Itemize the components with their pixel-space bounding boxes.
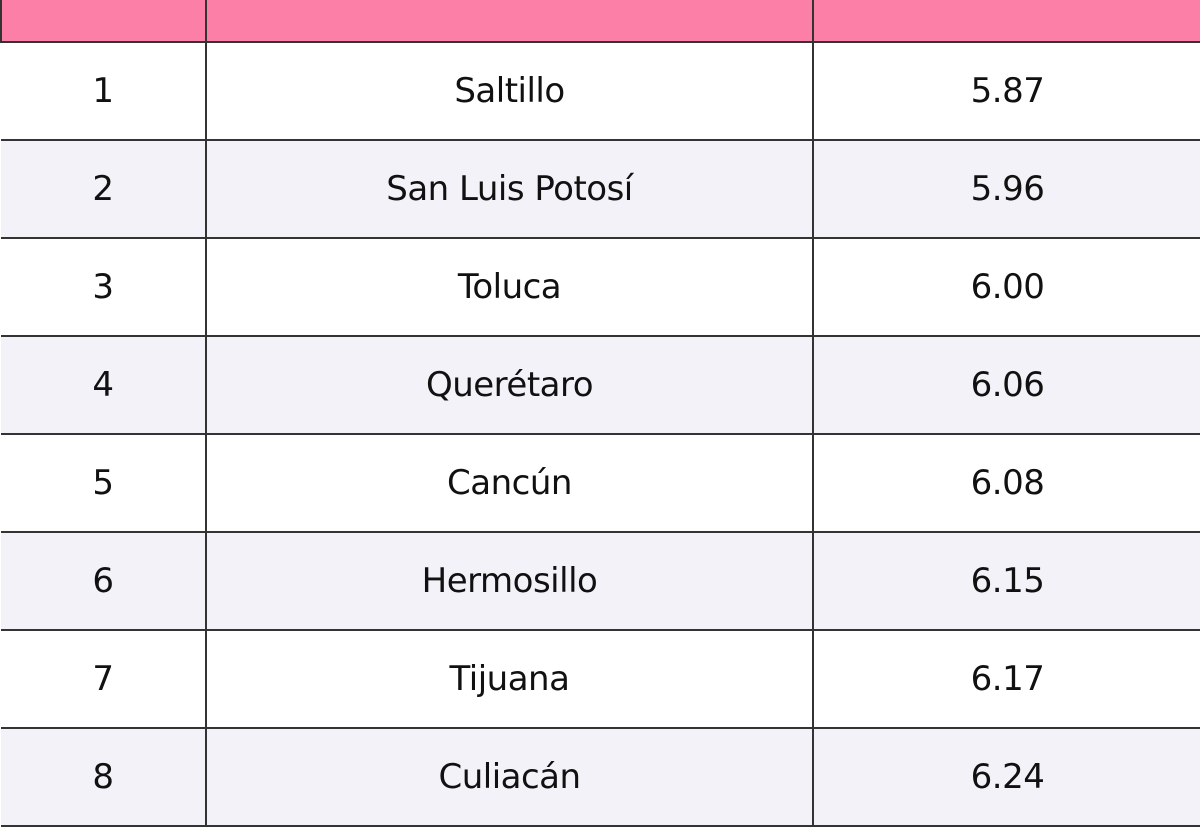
rank-cell: 1 — [1, 42, 206, 141]
rank-cell: 4 — [1, 336, 206, 435]
city-cell: Querétaro — [205, 336, 813, 435]
value-cell: 5.87 — [812, 42, 1200, 141]
value-cell: 5.96 — [812, 140, 1200, 239]
rank-cell: 2 — [1, 140, 206, 239]
city-cell: Culiacán — [205, 728, 813, 827]
rank-cell: 3 — [1, 238, 206, 337]
value-cell: 6.00 — [812, 238, 1200, 337]
city-cell: San Luis Potosí — [205, 140, 813, 239]
table-row: 7 Tijuana 6.17 — [1, 630, 1200, 729]
table-row: 1 Saltillo 5.87 — [1, 42, 1200, 141]
rank-cell: 7 — [1, 630, 206, 729]
city-cell: Saltillo — [205, 42, 813, 141]
rank-cell: 5 — [1, 434, 206, 533]
table-row: 8 Culiacán 6.24 — [1, 728, 1200, 827]
rank-cell: 6 — [1, 532, 206, 631]
table-row: 3 Toluca 6.00 — [1, 238, 1200, 337]
table-row: 5 Cancún 6.08 — [1, 434, 1200, 533]
value-cell: 6.17 — [812, 630, 1200, 729]
header-row — [0, 0, 1200, 43]
value-cell: 6.08 — [812, 434, 1200, 533]
table-row: 6 Hermosillo 6.15 — [1, 532, 1200, 631]
city-cell: Tijuana — [205, 630, 813, 729]
value-cell: 6.24 — [812, 728, 1200, 827]
city-cell: Hermosillo — [205, 532, 813, 631]
value-cell: 6.15 — [812, 532, 1200, 631]
table-row: 2 San Luis Potosí 5.96 — [1, 140, 1200, 239]
rank-cell: 8 — [1, 728, 206, 827]
table-row: 4 Querétaro 6.06 — [1, 336, 1200, 435]
value-cell: 6.06 — [812, 336, 1200, 435]
city-cell: Toluca — [205, 238, 813, 337]
city-cell: Cancún — [205, 434, 813, 533]
